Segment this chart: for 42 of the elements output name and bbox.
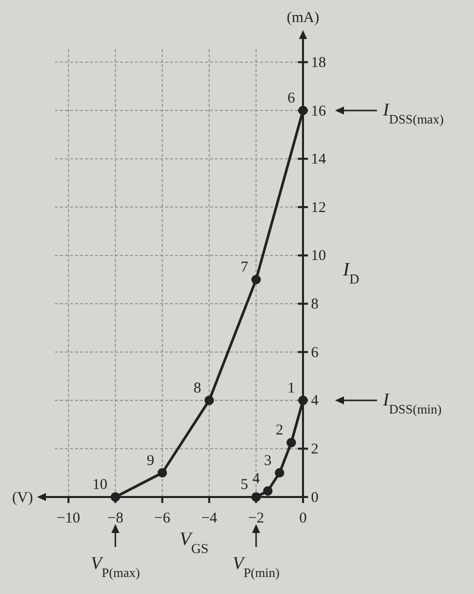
annotation: 2 — [276, 422, 284, 439]
x-tick-label: −8 — [107, 510, 124, 526]
y-tick-label: 18 — [311, 54, 326, 71]
y-axis-title: I$_{D}$ — [342, 260, 360, 286]
x-tick-label: −6 — [154, 510, 171, 526]
point — [298, 396, 308, 406]
y-tick-label: 4 — [311, 393, 319, 410]
y-tick-label: 0 — [311, 490, 318, 506]
point — [204, 396, 214, 406]
x-tick-label: −10 — [56, 510, 80, 526]
y-tick-label: 14 — [311, 152, 326, 168]
annotation: 3 — [264, 452, 272, 469]
point — [263, 486, 273, 496]
x-tick-label: −2 — [248, 510, 264, 526]
x-tick-label: 0 — [299, 510, 307, 526]
annotation: 8 — [194, 380, 202, 396]
x-axis-title: V$_{GS}$ — [179, 529, 209, 556]
text: I$_{DSS(min)}$ — [382, 389, 442, 416]
annotation: 5 — [240, 477, 248, 493]
point — [298, 106, 308, 116]
point — [158, 468, 167, 478]
text: (V) — [12, 490, 33, 506]
point — [251, 274, 261, 284]
y-tick-label: 12 — [311, 200, 326, 216]
y-tick-label: 16 — [311, 103, 326, 120]
annotation: 7 — [240, 260, 249, 276]
annotation: 6 — [288, 90, 296, 106]
annotation: 10 — [92, 477, 108, 493]
point — [286, 438, 296, 448]
y-tick-label: 8 — [311, 296, 318, 313]
annotation: 9 — [146, 452, 154, 469]
text: I$_{DSS(max)}$ — [382, 99, 444, 126]
x-tick-label: −4 — [201, 510, 218, 526]
y-tick-label: 6 — [311, 344, 319, 361]
y-tick-label: 2 — [311, 441, 318, 458]
text: V$_{P(min)}$ — [232, 553, 280, 580]
text: (mA) — [286, 10, 320, 26]
point — [274, 468, 284, 478]
annotation: 4 — [252, 470, 260, 487]
text: V$_{P(max)}$ — [90, 553, 140, 580]
y-tick-label: 10 — [311, 248, 326, 264]
annotation: 1 — [288, 380, 295, 396]
